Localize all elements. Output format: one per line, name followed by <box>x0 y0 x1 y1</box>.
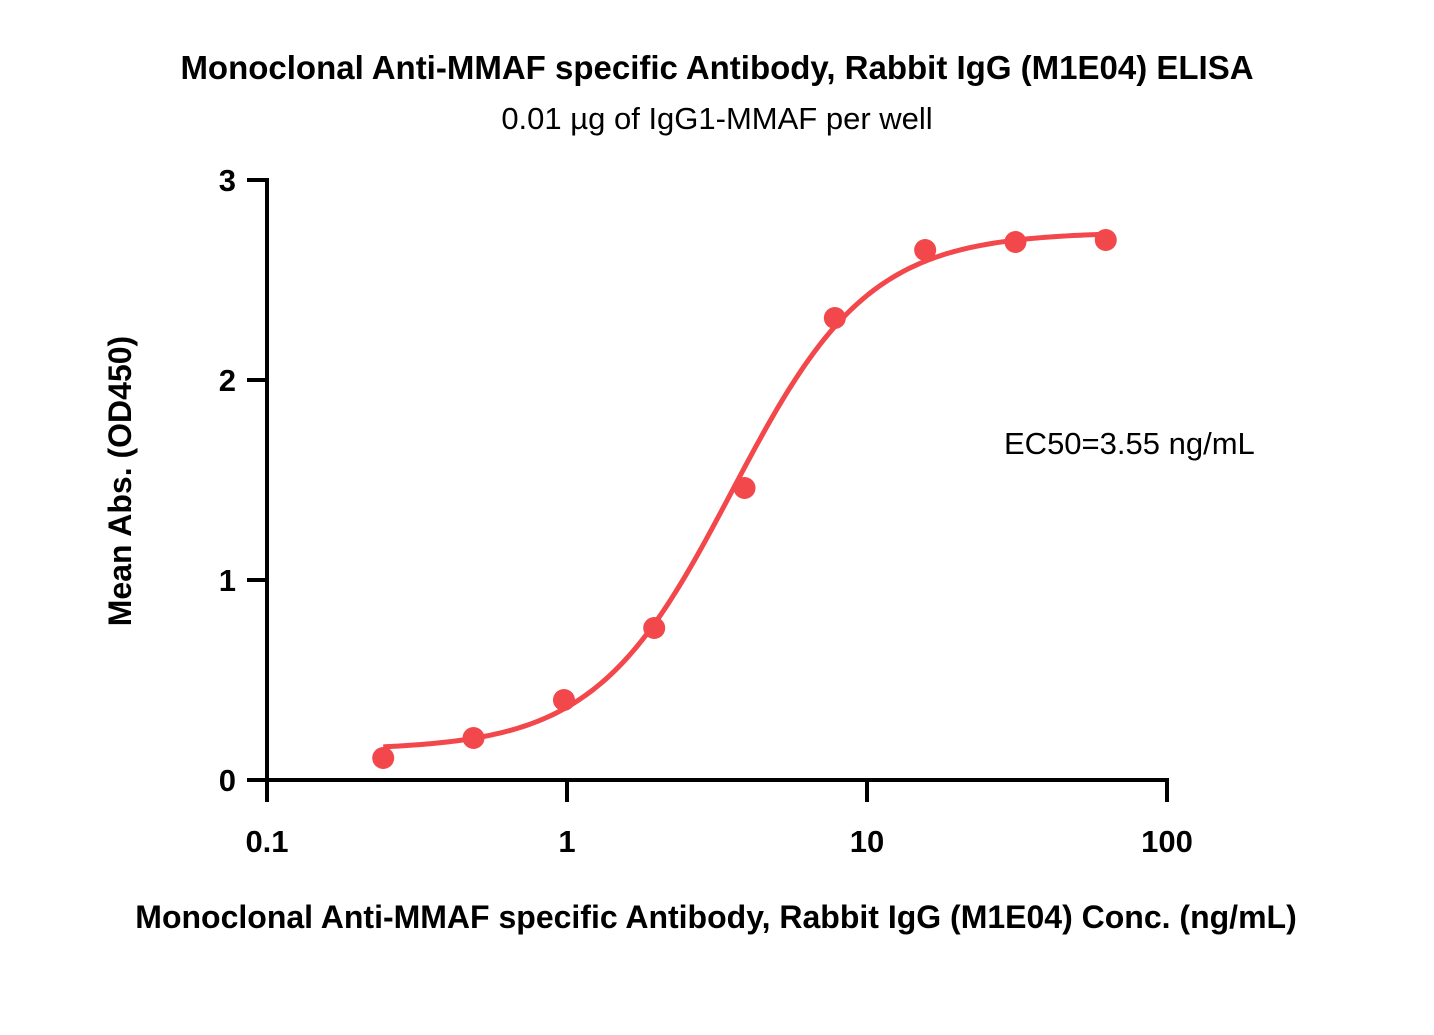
ec50-annotation: EC50=3.55 ng/mL <box>1004 426 1255 461</box>
x-tick-label: 0.1 <box>245 824 288 859</box>
data-point <box>1004 231 1027 253</box>
y-tick-label: 0 <box>219 763 236 798</box>
x-tick-label: 100 <box>1141 824 1193 859</box>
data-point <box>552 689 575 711</box>
fit-curve <box>383 231 1106 750</box>
data-point <box>643 617 666 639</box>
x-axis: 0.1 1 10 100 <box>245 778 1193 859</box>
chart-subtitle: 0.01 µg of IgG1-MMAF per well <box>501 101 932 136</box>
x-tick-label: 1 <box>558 824 575 859</box>
data-point <box>372 747 395 769</box>
x-tick-label: 10 <box>850 824 884 859</box>
data-point <box>733 477 756 499</box>
y-tick-label: 3 <box>219 163 236 198</box>
y-axis-label: Mean Abs. (OD450) <box>102 336 138 626</box>
data-point <box>823 307 846 329</box>
data-point <box>1094 229 1117 251</box>
data-point <box>914 239 937 261</box>
x-axis-label: Monoclonal Anti-MMAF specific Antibody, … <box>135 899 1296 935</box>
data-point <box>462 727 485 749</box>
y-tick-label: 2 <box>219 363 236 398</box>
y-axis: 0 1 2 3 <box>219 163 269 798</box>
chart-title: Monoclonal Anti-MMAF specific Antibody, … <box>180 49 1253 86</box>
data-points <box>372 229 1117 769</box>
y-tick-label: 1 <box>219 563 236 598</box>
